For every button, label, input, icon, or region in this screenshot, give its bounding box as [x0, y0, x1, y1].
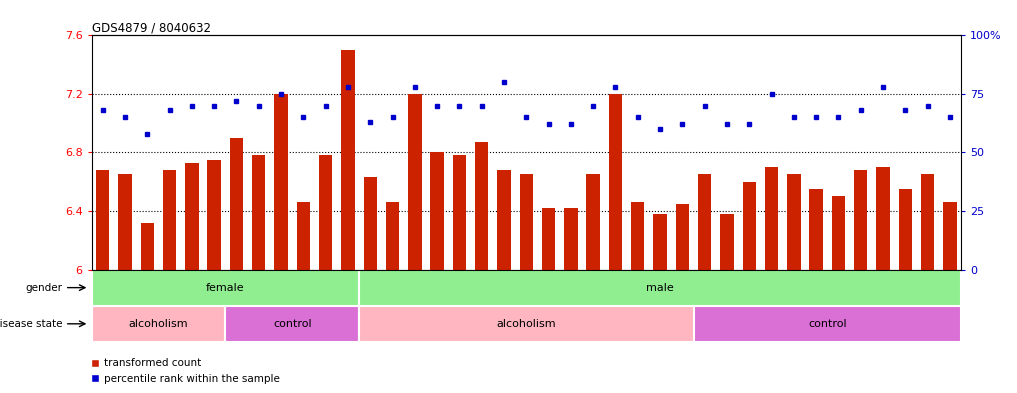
- Bar: [921, 174, 935, 270]
- Bar: [720, 214, 733, 270]
- Bar: [118, 174, 131, 270]
- Bar: [877, 167, 890, 270]
- Text: disease state: disease state: [0, 319, 63, 329]
- Bar: [542, 208, 555, 270]
- Bar: [185, 163, 198, 270]
- Bar: [319, 155, 333, 270]
- Legend: transformed count, percentile rank within the sample: transformed count, percentile rank withi…: [86, 354, 285, 388]
- Bar: [675, 204, 690, 270]
- Bar: [854, 170, 868, 270]
- Bar: [359, 270, 961, 306]
- Text: control: control: [273, 319, 311, 329]
- Bar: [230, 138, 243, 270]
- Bar: [832, 196, 845, 270]
- Bar: [810, 189, 823, 270]
- Bar: [92, 270, 359, 306]
- Bar: [342, 50, 355, 270]
- Bar: [359, 306, 694, 342]
- Bar: [787, 174, 800, 270]
- Bar: [96, 170, 110, 270]
- Bar: [453, 155, 466, 270]
- Bar: [632, 202, 645, 270]
- Text: gender: gender: [25, 283, 63, 293]
- Bar: [520, 174, 533, 270]
- Bar: [742, 182, 756, 270]
- Text: alcoholism: alcoholism: [128, 319, 188, 329]
- Bar: [385, 202, 400, 270]
- Bar: [694, 306, 961, 342]
- Bar: [698, 174, 711, 270]
- Bar: [297, 202, 310, 270]
- Bar: [497, 170, 511, 270]
- Bar: [943, 202, 957, 270]
- Bar: [564, 208, 578, 270]
- Text: alcoholism: alcoholism: [496, 319, 556, 329]
- Text: male: male: [646, 283, 674, 293]
- Bar: [363, 177, 377, 270]
- Bar: [899, 189, 912, 270]
- Bar: [207, 160, 221, 270]
- Bar: [140, 223, 154, 270]
- Bar: [475, 142, 488, 270]
- Text: female: female: [206, 283, 245, 293]
- Bar: [587, 174, 600, 270]
- Bar: [765, 167, 778, 270]
- Bar: [408, 94, 421, 270]
- Bar: [92, 306, 226, 342]
- Bar: [252, 155, 265, 270]
- Text: control: control: [807, 319, 846, 329]
- Bar: [163, 170, 176, 270]
- Bar: [653, 214, 667, 270]
- Bar: [430, 152, 443, 270]
- Bar: [226, 306, 359, 342]
- Text: GDS4879 / 8040632: GDS4879 / 8040632: [92, 21, 211, 34]
- Bar: [275, 94, 288, 270]
- Bar: [609, 94, 622, 270]
